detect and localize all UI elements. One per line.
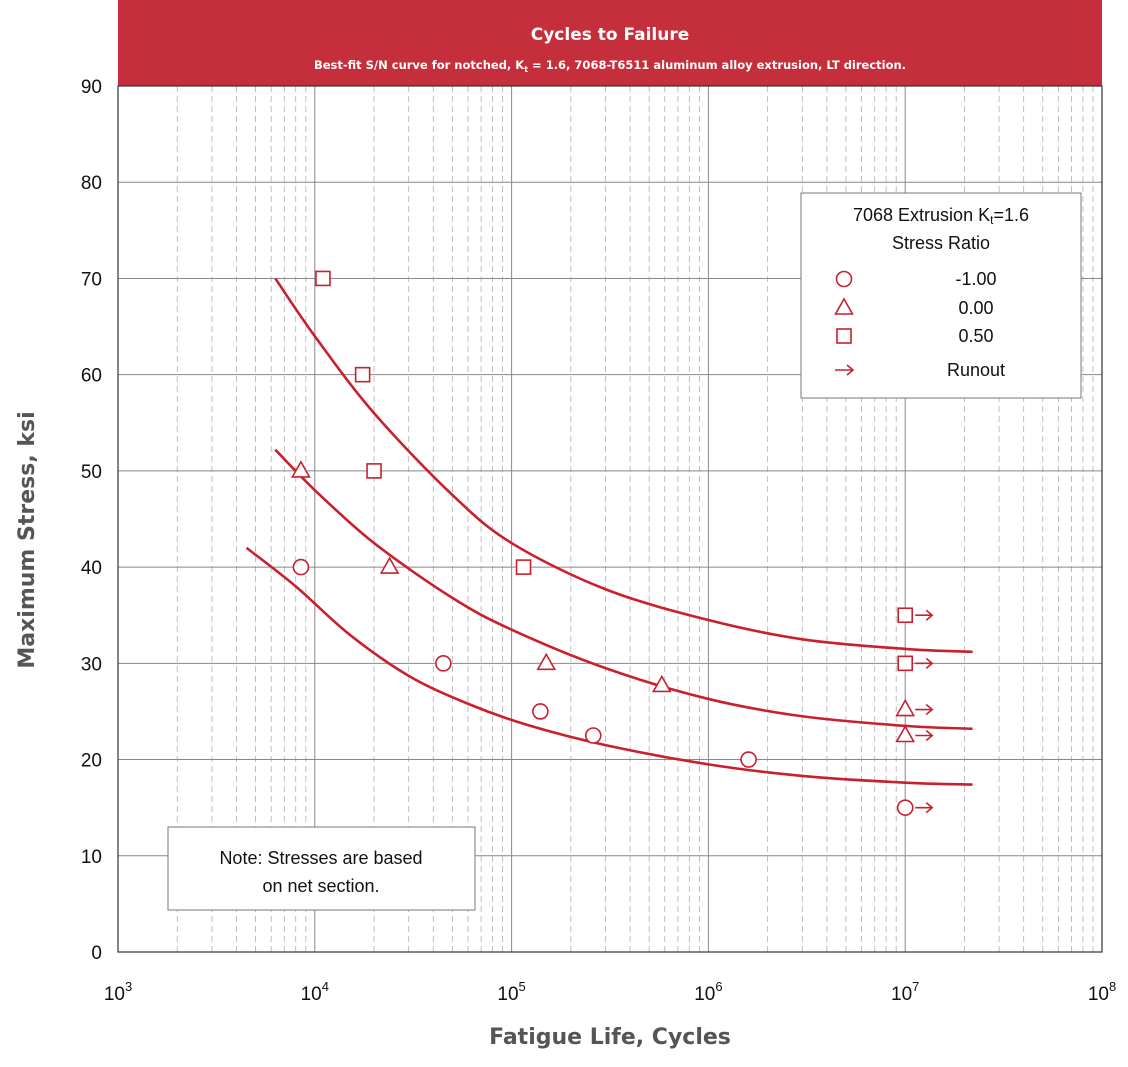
data-point-square <box>515 559 532 575</box>
data-point-circle <box>584 727 602 744</box>
chart-title: Cycles to Failure <box>531 25 690 45</box>
x-tick-label: 104 <box>301 979 329 1005</box>
data-point-triangle <box>379 556 400 574</box>
x-tick-label: 103 <box>104 979 132 1005</box>
runout-arrowhead-icon <box>925 802 934 814</box>
y-tick-label: 10 <box>81 847 102 868</box>
legend-square-icon <box>836 328 852 344</box>
note: Note: Stresses are based on net section. <box>167 826 476 911</box>
runout-arrowhead-icon <box>925 703 934 716</box>
runout-point-square <box>897 607 914 624</box>
y-tick-label: 40 <box>81 558 102 579</box>
x-tick-label: 107 <box>891 979 919 1005</box>
x-tick-label: 105 <box>497 979 525 1005</box>
runout-arrowhead-icon <box>925 657 934 669</box>
legend-box <box>800 192 1082 399</box>
chart-subtitle: Best-fit S/N curve for notched, Kt = 1.6… <box>314 58 906 74</box>
data-point-square <box>366 463 382 479</box>
legend-title: 7068 Extrusion Kt=1.6 <box>853 205 1029 227</box>
legend-label-neg1: -1.00 <box>955 269 996 289</box>
legend-label-05: 0.50 <box>958 326 993 346</box>
y-tick-labels: 0 10 20 30 40 50 60 70 80 90 <box>81 77 102 964</box>
data-point-square <box>354 366 371 383</box>
data-point-triangle <box>536 652 557 671</box>
y-tick-label: 90 <box>81 77 102 98</box>
legend-marker-triangle <box>834 297 854 315</box>
data-markers <box>291 270 934 816</box>
fit-curves <box>245 277 973 786</box>
y-tick-label: 20 <box>81 751 102 772</box>
data-point-triangle <box>291 460 311 478</box>
data-point-triangle <box>651 674 672 693</box>
y-tick-label: 70 <box>81 269 102 290</box>
note-line-1: Note: Stresses are based <box>219 848 422 868</box>
legend: 7068 Extrusion Kt=1.6 Stress Ratio -1.00… <box>800 192 1082 399</box>
x-axis-title: Fatigue Life, Cycles <box>489 1025 731 1050</box>
legend-circle-icon <box>835 270 853 288</box>
y-axis-title: Maximum Stress, ksi <box>15 411 40 668</box>
data-point-circle <box>435 655 452 672</box>
y-tick-label: 60 <box>81 366 102 387</box>
runout-arrowhead-icon <box>925 609 934 621</box>
note-box <box>167 826 476 911</box>
runout-arrowhead-icon <box>925 729 934 742</box>
legend-subtitle: Stress Ratio <box>892 233 990 253</box>
y-tick-label: 30 <box>81 654 102 675</box>
runout-point-square <box>897 655 914 672</box>
x-tick-labels: 103 104 105 106 107 108 <box>104 979 1116 1005</box>
legend-marker-circle <box>835 270 853 288</box>
runout-point-circle <box>896 799 914 816</box>
y-tick-label: 80 <box>81 173 102 194</box>
runout-point-triangle <box>895 698 916 717</box>
legend-marker-square <box>836 328 852 344</box>
y-tick-label: 0 <box>91 943 102 964</box>
data-point-square <box>315 270 331 287</box>
data-point-circle <box>532 703 549 720</box>
fit-curve-circle <box>245 546 973 786</box>
legend-triangle-icon <box>834 297 854 315</box>
x-tick-label: 108 <box>1088 979 1116 1005</box>
legend-runout-arrow-icon <box>835 364 855 376</box>
chart-header-band <box>118 0 1102 86</box>
data-point-circle <box>740 751 757 768</box>
plot-frame <box>117 85 1103 953</box>
fit-curve-square <box>274 277 973 654</box>
minor-grid <box>176 86 1094 952</box>
runout-point-triangle <box>895 724 916 743</box>
note-line-2: on net section. <box>262 876 379 896</box>
legend-label-runout: Runout <box>947 360 1005 380</box>
fit-curve-triangle <box>274 448 973 731</box>
data-point-circle <box>292 558 310 576</box>
x-tick-label: 106 <box>694 979 722 1005</box>
legend-label-0: 0.00 <box>958 298 993 318</box>
y-tick-label: 50 <box>81 462 102 483</box>
